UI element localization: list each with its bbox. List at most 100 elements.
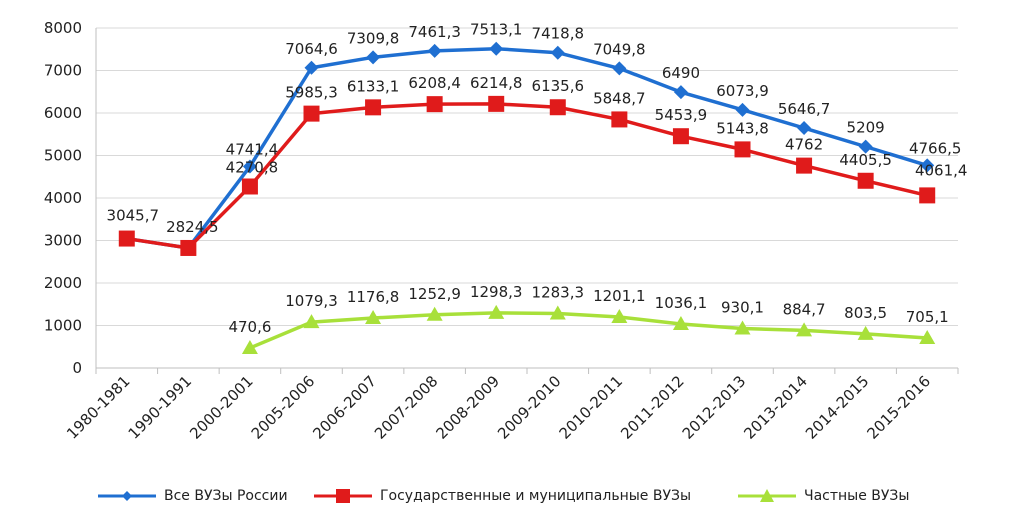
data-point-square (365, 99, 382, 116)
y-tick-label: 3000 (44, 232, 82, 250)
legend-label-state: Государственные и муниципальные ВУЗы (380, 488, 692, 504)
data-label: 884,7 (783, 300, 826, 318)
data-point-square (488, 95, 505, 112)
legend-item-state: Государственные и муниципальные ВУЗы (312, 478, 691, 514)
data-label: 4270,8 (226, 158, 279, 176)
data-point-triangle (672, 315, 689, 330)
data-point-triangle (549, 305, 566, 320)
data-label: 4766,5 (909, 139, 962, 157)
x-tick-label: 2009-2010 (494, 372, 565, 443)
data-label: 4762 (785, 136, 823, 154)
data-point-square (672, 128, 689, 145)
y-tick-label: 7000 (44, 62, 82, 80)
y-tick-label: 6000 (44, 104, 82, 122)
data-label: 6073,9 (716, 82, 769, 100)
x-tick-label: 2008-2009 (432, 372, 503, 443)
data-point-triangle (857, 325, 874, 340)
data-label: 1079,3 (285, 292, 338, 310)
x-tick-label: 1980-1981 (63, 372, 134, 443)
axes (95, 28, 959, 374)
x-tick-label: 2010-2011 (556, 372, 627, 443)
data-point-diamond (920, 158, 935, 173)
x-tick-label: 2014-2015 (802, 372, 873, 443)
square-marker-icon (314, 489, 372, 503)
data-label: 7461,3 (408, 23, 461, 41)
data-label: 7513,1 (470, 21, 523, 39)
data-label: 6135,6 (532, 77, 585, 95)
data-label: 1036,1 (655, 294, 708, 312)
data-point-triangle (734, 320, 751, 335)
x-tick-label: 2015-2016 (863, 372, 934, 443)
y-tick-label: 4000 (44, 189, 82, 207)
line-chart: 0 1000 2000 3000 4000 5000 6000 7000 8000 1980-1… (44, 19, 968, 443)
legend: Все ВУЗы России Государственные и муници… (0, 478, 1022, 518)
data-point-triangle (919, 330, 936, 345)
data-label: 7049,8 (593, 40, 646, 58)
y-tick-label: 8000 (44, 19, 82, 37)
y-tick-label: 1000 (44, 317, 82, 335)
data-point-square (796, 157, 813, 174)
data-point-diamond (612, 61, 627, 76)
x-tick-label: 2012-2013 (679, 372, 750, 443)
y-tick-label: 5000 (44, 147, 82, 165)
data-point-square (303, 105, 320, 122)
legend-label-private: Частные ВУЗы (804, 488, 910, 504)
x-tick-label: 2013-2014 (740, 372, 811, 443)
data-point-square (426, 96, 443, 113)
triangle-marker-icon (738, 489, 796, 502)
data-point-square (180, 239, 197, 256)
data-point-triangle (611, 308, 628, 323)
x-tick-label: 1990-1991 (125, 372, 196, 443)
legend-label-all: Все ВУЗы России (164, 488, 288, 504)
data-label: 6208,4 (408, 74, 461, 92)
data-point-square (919, 187, 936, 204)
data-label: 6490 (662, 64, 700, 82)
data-point-triangle (796, 322, 813, 337)
data-label: 1298,3 (470, 283, 523, 301)
data-point-triangle (241, 339, 258, 354)
series-line-2 (249, 311, 928, 350)
data-label: 803,5 (844, 304, 887, 322)
data-point-triangle (365, 309, 382, 324)
data-point-triangle (426, 306, 443, 321)
data-label: 5848,7 (593, 89, 646, 107)
y-axis-ticks: 0 1000 2000 3000 4000 5000 6000 7000 8000 (44, 19, 82, 377)
series-group (118, 41, 936, 354)
data-label: 7309,8 (347, 29, 400, 47)
x-tick-label: 2000-2001 (186, 372, 257, 443)
data-point-diamond (366, 50, 381, 65)
x-axis-ticks: 1980-19811990-19912000-20012005-20062006… (63, 372, 934, 443)
data-point-diamond (550, 45, 565, 60)
data-label: 4741,4 (226, 140, 279, 158)
diamond-marker-icon (98, 491, 156, 501)
x-tick-label: 2005-2006 (248, 372, 319, 443)
data-label: 7418,8 (532, 25, 585, 43)
data-label: 4061,4 (915, 161, 968, 179)
data-point-square (241, 178, 258, 195)
data-label: 6133,1 (347, 77, 400, 95)
data-point-diamond (489, 41, 504, 56)
data-label: 5209 (847, 119, 885, 137)
data-point-diamond (735, 102, 750, 117)
x-tick-label: 2006-2007 (309, 372, 380, 443)
series-line-1 (126, 102, 928, 250)
data-label: 3045,7 (107, 207, 160, 225)
data-label: 1176,8 (347, 288, 400, 306)
data-point-diamond (858, 139, 873, 154)
data-point-square (734, 141, 751, 158)
data-label: 5453,9 (655, 106, 708, 124)
legend-item-private: Частные ВУЗы (736, 478, 909, 514)
data-point-triangle (488, 304, 505, 319)
data-point-triangle (303, 314, 320, 329)
x-tick-label: 2011-2012 (617, 372, 688, 443)
data-label: 705,1 (906, 308, 949, 326)
data-point-square (857, 172, 874, 189)
data-point-diamond (797, 121, 812, 136)
data-point-diamond (427, 43, 442, 58)
data-label: 2824,5 (166, 218, 219, 236)
data-point-square (549, 99, 566, 116)
data-label: 1201,1 (593, 287, 646, 305)
data-label: 5646,7 (778, 100, 831, 118)
data-point-diamond (304, 60, 319, 75)
series-line-0 (126, 46, 928, 250)
